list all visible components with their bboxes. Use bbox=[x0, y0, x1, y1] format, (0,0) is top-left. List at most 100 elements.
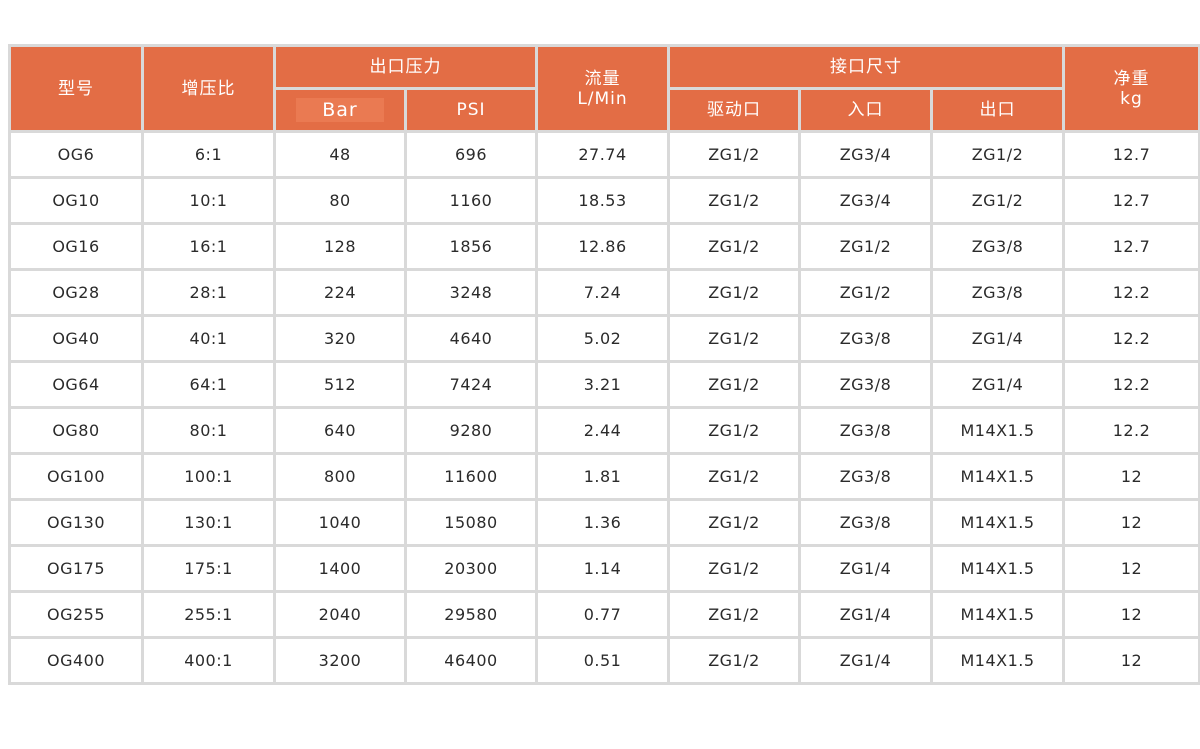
cell-pressure-bar: 1040 bbox=[276, 501, 407, 547]
cell-flow: 3.21 bbox=[538, 363, 670, 409]
cell-outlet: ZG1/4 bbox=[933, 363, 1065, 409]
table-row: OG64 64:1 512 7424 3.21 ZG1/2 ZG3/8 ZG1/4 12.2 bbox=[11, 363, 1200, 409]
cell-drive-port: ZG1/2 bbox=[670, 455, 801, 501]
cell-outlet: M14X1.5 bbox=[933, 501, 1065, 547]
cell-inlet: ZG3/8 bbox=[801, 363, 933, 409]
cell-weight: 12 bbox=[1065, 455, 1200, 501]
cell-outlet: M14X1.5 bbox=[933, 547, 1065, 593]
header-port-size: 接口尺寸 bbox=[670, 47, 1065, 90]
cell-ratio: 28:1 bbox=[144, 271, 276, 317]
table-row: OG130 130:1 1040 15080 1.36 ZG1/2 ZG3/8 M14X1.5… bbox=[11, 501, 1200, 547]
cell-ratio: 16:1 bbox=[144, 225, 276, 271]
cell-pressure-psi: 3248 bbox=[407, 271, 538, 317]
cell-pressure-bar: 320 bbox=[276, 317, 407, 363]
cell-pressure-psi: 20300 bbox=[407, 547, 538, 593]
cell-drive-port: ZG1/2 bbox=[670, 593, 801, 639]
cell-inlet: ZG1/4 bbox=[801, 639, 933, 685]
cell-ratio: 130:1 bbox=[144, 501, 276, 547]
cell-pressure-psi: 696 bbox=[407, 133, 538, 179]
cell-drive-port: ZG1/2 bbox=[670, 501, 801, 547]
table-row: OG6 6:1 48 696 27.74 ZG1/2 ZG3/4 ZG1/2 12.7 bbox=[11, 133, 1200, 179]
cell-model: OG400 bbox=[11, 639, 144, 685]
cell-outlet: ZG1/4 bbox=[933, 317, 1065, 363]
header-model: 型号 bbox=[11, 47, 144, 133]
cell-model: OG100 bbox=[11, 455, 144, 501]
cell-weight: 12.7 bbox=[1065, 225, 1200, 271]
cell-ratio: 255:1 bbox=[144, 593, 276, 639]
cell-flow: 27.74 bbox=[538, 133, 670, 179]
cell-ratio: 6:1 bbox=[144, 133, 276, 179]
table-row: OG100 100:1 800 11600 1.81 ZG1/2 ZG3/8 M14X1.5 1… bbox=[11, 455, 1200, 501]
header-outlet-pressure: 出口压力 bbox=[276, 47, 538, 90]
table-row: OG10 10:1 80 1160 18.53 ZG1/2 ZG3/4 ZG1/2 12.7 bbox=[11, 179, 1200, 225]
cell-model: OG175 bbox=[11, 547, 144, 593]
spec-table: 型号 增压比 出口压力 流量 L/Min 接口尺寸 净重 kg Bar PSI … bbox=[8, 44, 1200, 685]
cell-pressure-bar: 224 bbox=[276, 271, 407, 317]
cell-weight: 12 bbox=[1065, 501, 1200, 547]
cell-ratio: 64:1 bbox=[144, 363, 276, 409]
cell-pressure-psi: 4640 bbox=[407, 317, 538, 363]
cell-pressure-psi: 9280 bbox=[407, 409, 538, 455]
cell-inlet: ZG1/4 bbox=[801, 547, 933, 593]
header-flow: 流量 L/Min bbox=[538, 47, 670, 133]
cell-drive-port: ZG1/2 bbox=[670, 133, 801, 179]
cell-weight: 12.2 bbox=[1065, 363, 1200, 409]
cell-pressure-psi: 29580 bbox=[407, 593, 538, 639]
header-flow-label: 流量 bbox=[584, 68, 621, 89]
cell-inlet: ZG3/4 bbox=[801, 133, 933, 179]
cell-model: OG130 bbox=[11, 501, 144, 547]
cell-model: OG64 bbox=[11, 363, 144, 409]
cell-weight: 12 bbox=[1065, 639, 1200, 685]
cell-weight: 12 bbox=[1065, 593, 1200, 639]
header-weight-label: 净重 bbox=[1113, 68, 1150, 89]
table-row: OG80 80:1 640 9280 2.44 ZG1/2 ZG3/8 M14X1.5 12.2 bbox=[11, 409, 1200, 455]
cell-outlet: ZG1/2 bbox=[933, 179, 1065, 225]
header-bar-label: Bar bbox=[296, 98, 384, 122]
cell-outlet: ZG3/8 bbox=[933, 225, 1065, 271]
header-outlet: 出口 bbox=[933, 90, 1065, 133]
table-row: OG400 400:1 3200 46400 0.51 ZG1/2 ZG1/4 M14X1.5… bbox=[11, 639, 1200, 685]
cell-drive-port: ZG1/2 bbox=[670, 179, 801, 225]
cell-ratio: 80:1 bbox=[144, 409, 276, 455]
cell-ratio: 10:1 bbox=[144, 179, 276, 225]
cell-inlet: ZG3/4 bbox=[801, 179, 933, 225]
cell-flow: 2.44 bbox=[538, 409, 670, 455]
table-header: 型号 增压比 出口压力 流量 L/Min 接口尺寸 净重 kg Bar PSI … bbox=[11, 47, 1200, 133]
cell-pressure-bar: 512 bbox=[276, 363, 407, 409]
cell-model: OG6 bbox=[11, 133, 144, 179]
cell-pressure-bar: 3200 bbox=[276, 639, 407, 685]
cell-flow: 12.86 bbox=[538, 225, 670, 271]
cell-inlet: ZG1/2 bbox=[801, 225, 933, 271]
cell-pressure-psi: 15080 bbox=[407, 501, 538, 547]
cell-pressure-bar: 128 bbox=[276, 225, 407, 271]
cell-outlet: M14X1.5 bbox=[933, 455, 1065, 501]
cell-ratio: 400:1 bbox=[144, 639, 276, 685]
cell-flow: 0.77 bbox=[538, 593, 670, 639]
cell-inlet: ZG1/4 bbox=[801, 593, 933, 639]
table-row: OG175 175:1 1400 20300 1.14 ZG1/2 ZG1/4 M14X1.5… bbox=[11, 547, 1200, 593]
cell-drive-port: ZG1/2 bbox=[670, 409, 801, 455]
cell-model: OG255 bbox=[11, 593, 144, 639]
cell-drive-port: ZG1/2 bbox=[670, 547, 801, 593]
cell-outlet: ZG1/2 bbox=[933, 133, 1065, 179]
cell-weight: 12.7 bbox=[1065, 179, 1200, 225]
cell-flow: 7.24 bbox=[538, 271, 670, 317]
cell-flow: 1.14 bbox=[538, 547, 670, 593]
cell-outlet: M14X1.5 bbox=[933, 639, 1065, 685]
table-row: OG16 16:1 128 1856 12.86 ZG1/2 ZG1/2 ZG3/8 12.7 bbox=[11, 225, 1200, 271]
cell-inlet: ZG3/8 bbox=[801, 501, 933, 547]
cell-drive-port: ZG1/2 bbox=[670, 639, 801, 685]
cell-inlet: ZG3/8 bbox=[801, 317, 933, 363]
cell-ratio: 40:1 bbox=[144, 317, 276, 363]
cell-model: OG40 bbox=[11, 317, 144, 363]
cell-weight: 12.7 bbox=[1065, 133, 1200, 179]
cell-ratio: 100:1 bbox=[144, 455, 276, 501]
cell-flow: 0.51 bbox=[538, 639, 670, 685]
cell-drive-port: ZG1/2 bbox=[670, 225, 801, 271]
cell-pressure-bar: 48 bbox=[276, 133, 407, 179]
cell-pressure-bar: 2040 bbox=[276, 593, 407, 639]
cell-pressure-psi: 46400 bbox=[407, 639, 538, 685]
cell-weight: 12.2 bbox=[1065, 271, 1200, 317]
cell-pressure-psi: 7424 bbox=[407, 363, 538, 409]
cell-flow: 5.02 bbox=[538, 317, 670, 363]
